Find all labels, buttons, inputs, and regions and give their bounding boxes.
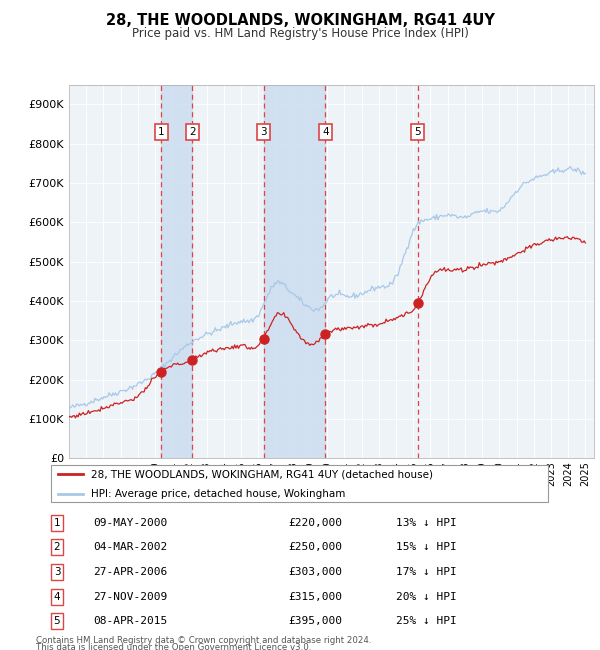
Text: 28, THE WOODLANDS, WOKINGHAM, RG41 4UY (detached house): 28, THE WOODLANDS, WOKINGHAM, RG41 4UY (… bbox=[91, 469, 433, 479]
Text: 17% ↓ HPI: 17% ↓ HPI bbox=[396, 567, 457, 577]
Bar bbox=[161, 84, 193, 458]
Text: 25% ↓ HPI: 25% ↓ HPI bbox=[396, 616, 457, 627]
Text: 27-APR-2006: 27-APR-2006 bbox=[93, 567, 167, 577]
Text: 5: 5 bbox=[415, 127, 421, 136]
Text: HPI: Average price, detached house, Wokingham: HPI: Average price, detached house, Woki… bbox=[91, 489, 345, 499]
Text: 15% ↓ HPI: 15% ↓ HPI bbox=[396, 542, 457, 552]
Text: 20% ↓ HPI: 20% ↓ HPI bbox=[396, 592, 457, 602]
Text: 28, THE WOODLANDS, WOKINGHAM, RG41 4UY: 28, THE WOODLANDS, WOKINGHAM, RG41 4UY bbox=[106, 13, 494, 28]
Text: 3: 3 bbox=[260, 127, 267, 136]
Text: £315,000: £315,000 bbox=[288, 592, 342, 602]
Text: 27-NOV-2009: 27-NOV-2009 bbox=[93, 592, 167, 602]
Text: 1: 1 bbox=[158, 127, 164, 136]
Text: £220,000: £220,000 bbox=[288, 517, 342, 528]
Text: 08-APR-2015: 08-APR-2015 bbox=[93, 616, 167, 627]
Text: 5: 5 bbox=[53, 616, 61, 627]
Text: £303,000: £303,000 bbox=[288, 567, 342, 577]
Text: This data is licensed under the Open Government Licence v3.0.: This data is licensed under the Open Gov… bbox=[36, 644, 311, 650]
Text: Contains HM Land Registry data © Crown copyright and database right 2024.: Contains HM Land Registry data © Crown c… bbox=[36, 636, 371, 645]
Text: 1: 1 bbox=[53, 517, 61, 528]
Bar bbox=[264, 84, 325, 458]
Text: Price paid vs. HM Land Registry's House Price Index (HPI): Price paid vs. HM Land Registry's House … bbox=[131, 27, 469, 40]
Text: £250,000: £250,000 bbox=[288, 542, 342, 552]
Text: 3: 3 bbox=[53, 567, 61, 577]
Text: 13% ↓ HPI: 13% ↓ HPI bbox=[396, 517, 457, 528]
FancyBboxPatch shape bbox=[50, 465, 548, 502]
Text: 2: 2 bbox=[53, 542, 61, 552]
Text: 2: 2 bbox=[189, 127, 196, 136]
Text: £395,000: £395,000 bbox=[288, 616, 342, 627]
Text: 04-MAR-2002: 04-MAR-2002 bbox=[93, 542, 167, 552]
Text: 4: 4 bbox=[53, 592, 61, 602]
Text: 4: 4 bbox=[322, 127, 329, 136]
Text: 09-MAY-2000: 09-MAY-2000 bbox=[93, 517, 167, 528]
